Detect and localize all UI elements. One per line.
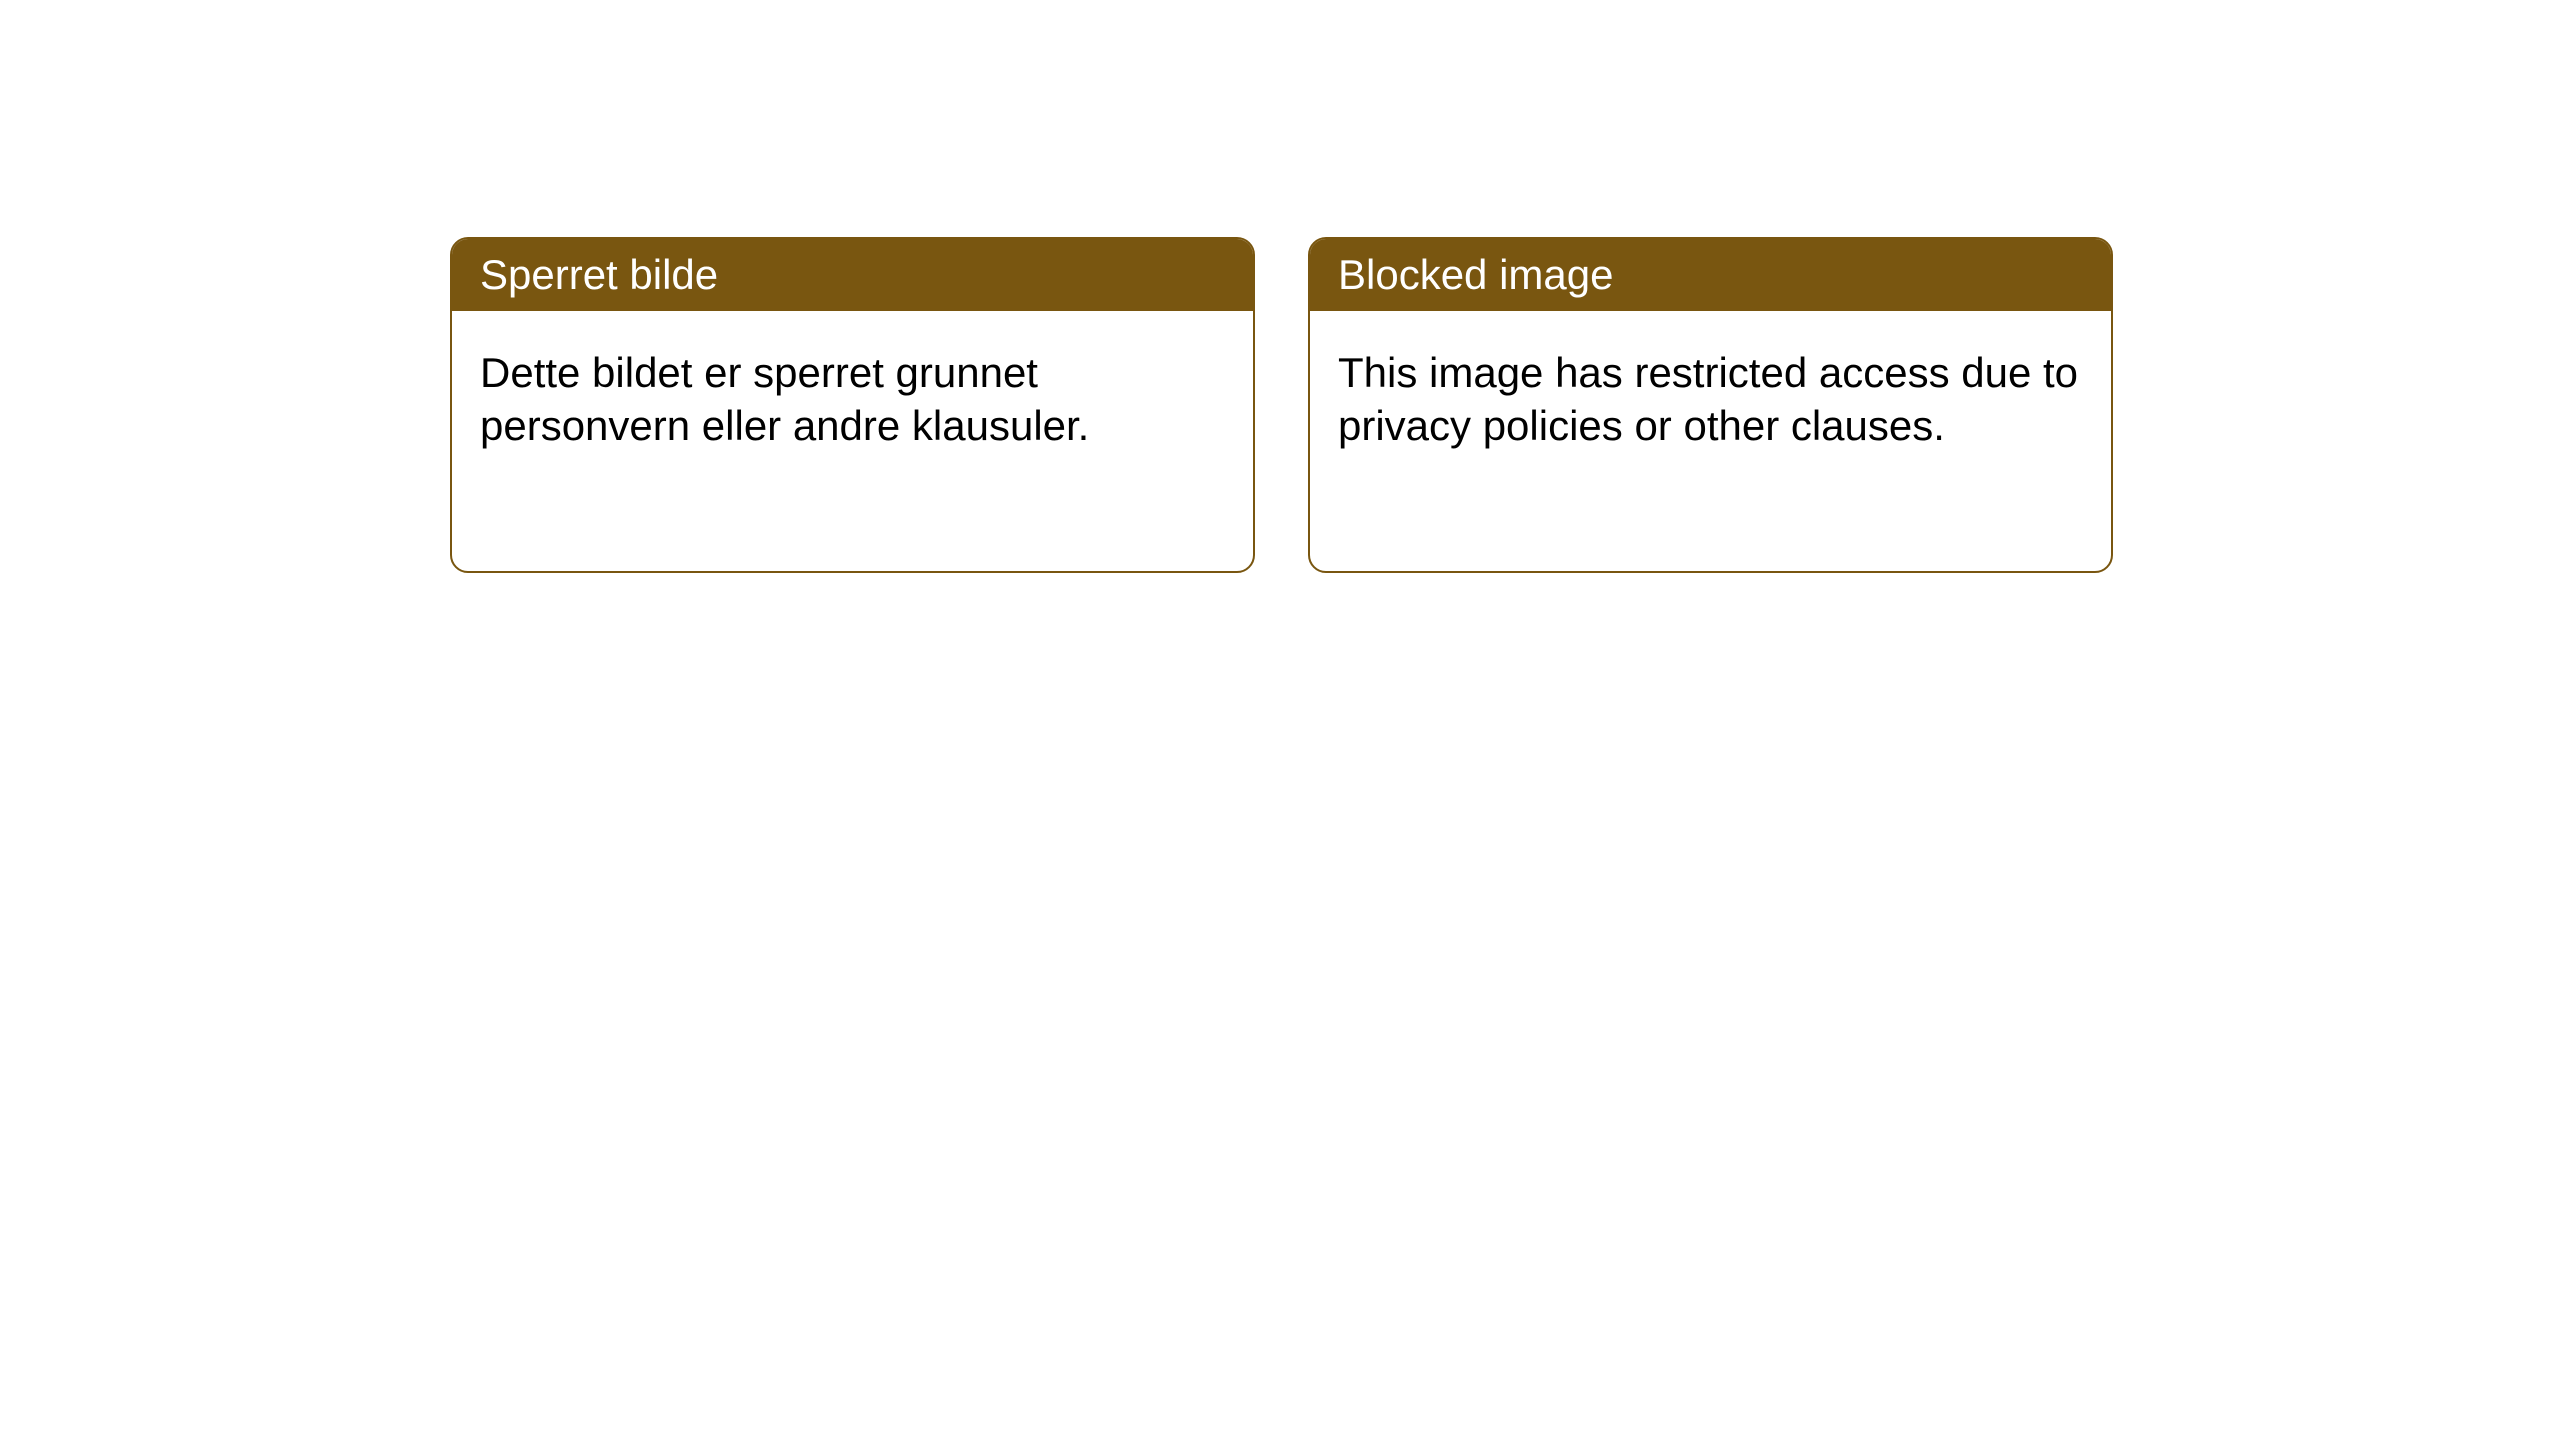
card-header-no: Sperret bilde bbox=[452, 239, 1253, 311]
blocked-image-card-en: Blocked image This image has restricted … bbox=[1308, 237, 2113, 573]
blocked-image-notice-container: Sperret bilde Dette bildet er sperret gr… bbox=[450, 237, 2113, 573]
card-body-en: This image has restricted access due to … bbox=[1310, 311, 2111, 488]
card-message-no: Dette bildet er sperret grunnet personve… bbox=[480, 349, 1089, 449]
card-body-no: Dette bildet er sperret grunnet personve… bbox=[452, 311, 1253, 488]
blocked-image-card-no: Sperret bilde Dette bildet er sperret gr… bbox=[450, 237, 1255, 573]
card-header-en: Blocked image bbox=[1310, 239, 2111, 311]
card-title-en: Blocked image bbox=[1338, 251, 1613, 298]
card-title-no: Sperret bilde bbox=[480, 251, 718, 298]
card-message-en: This image has restricted access due to … bbox=[1338, 349, 2078, 449]
